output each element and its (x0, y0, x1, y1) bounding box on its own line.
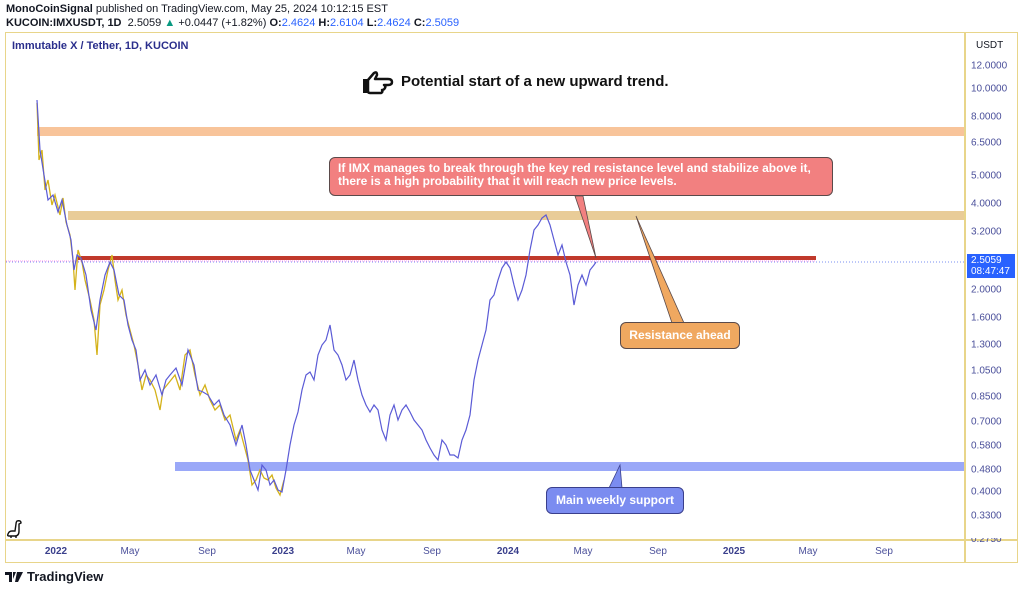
support-callout[interactable]: Main weekly support (546, 487, 684, 514)
low-value: 2.4624 (377, 17, 411, 29)
open-value: 2.4624 (281, 17, 316, 29)
time-tick: 2022 (44, 546, 68, 557)
tradingview-logo-icon (5, 571, 23, 582)
current-price-badge: 2.5059 08:47:47 (967, 254, 1015, 278)
chart-symbol-title: Immutable X / Tether, 1D, KUCOIN (12, 40, 189, 52)
price-tick: 3.2000 (971, 226, 1002, 238)
publish-info: MonoCoinSignal published on TradingView.… (6, 3, 388, 15)
tradingview-logo[interactable]: TradingView (5, 569, 103, 584)
resistance-ahead-text: Resistance ahead (629, 328, 731, 342)
price-tick: 8.0000 (971, 111, 1002, 123)
high-value: 2.6104 (330, 17, 364, 29)
price-tick: 0.8500 (971, 391, 1002, 403)
price-axis-divider (964, 33, 966, 562)
price-tick: 1.6000 (971, 312, 1002, 324)
dino-icon[interactable] (6, 519, 24, 539)
close-label: C: (413, 17, 426, 29)
price-tick: 1.0500 (971, 365, 1002, 377)
time-tick: Sep (875, 546, 893, 557)
resistance-note-callout[interactable]: If IMX manages to break through the key … (329, 157, 833, 196)
chart-svg (6, 99, 964, 497)
price-tick: 0.4800 (971, 464, 1002, 476)
up-arrow-icon: ▲ (164, 17, 176, 29)
last-price: 2.5059 (127, 17, 162, 29)
support-zone[interactable] (175, 462, 964, 471)
ohlc-bar: KUCOIN:IMXUSDT, 1D 2.5059 ▲ +0.0447 (+1.… (6, 17, 459, 29)
publish-date: published on TradingView.com, May 25, 20… (95, 3, 388, 15)
time-tick: Sep (649, 546, 667, 557)
mid-resistance-zone[interactable] (68, 211, 964, 220)
chart-frame (5, 32, 1018, 563)
author-name[interactable]: MonoCoinSignal (6, 3, 93, 15)
upper-resistance-zone[interactable] (37, 127, 964, 136)
open-label: O: (269, 17, 282, 29)
time-tick: May (798, 546, 818, 557)
time-axis-divider (6, 539, 1017, 541)
price-tick: 4.0000 (971, 198, 1002, 210)
price-line-up (36, 99, 597, 493)
chart-plot-area[interactable] (6, 33, 964, 539)
tradingview-brand: TradingView (27, 569, 104, 584)
support-text: Main weekly support (555, 493, 675, 507)
time-tick: May (573, 546, 593, 557)
price-tick: 0.4000 (971, 486, 1002, 498)
price-tick: 2.0000 (971, 284, 1002, 296)
resistance-ahead-callout[interactable]: Resistance ahead (620, 322, 740, 349)
price-tick: 5.0000 (971, 170, 1002, 182)
price-tick: 0.2750 (971, 538, 1002, 544)
symbol-label: KUCOIN:IMXUSDT, 1D (6, 17, 122, 29)
red-resistance-line[interactable] (78, 256, 816, 260)
price-line-down (36, 102, 285, 497)
headline-note: Potential start of a new upward trend. (401, 73, 669, 90)
time-tick: Sep (198, 546, 216, 557)
time-tick: 2023 (271, 546, 295, 557)
low-label: L: (366, 17, 378, 29)
high-label: H: (318, 17, 331, 29)
price-tick: 1.3000 (971, 339, 1002, 351)
resistance-note-pointer (574, 195, 597, 259)
price-change: +0.0447 (+1.82%) (178, 17, 267, 29)
price-tick: 0.5800 (971, 440, 1002, 452)
price-unit[interactable]: USDT (976, 40, 1004, 51)
price-tick: 10.0000 (971, 83, 1008, 95)
current-price-value: 2.5059 (971, 255, 1002, 266)
time-tick: May (346, 546, 366, 557)
time-tick: Sep (423, 546, 441, 557)
resistance-note-text: If IMX manages to break through the key … (338, 161, 811, 188)
price-tick: 6.5000 (971, 137, 1002, 149)
bar-countdown: 08:47:47 (971, 266, 1010, 277)
pointing-hand-icon (360, 70, 394, 98)
resistance-ahead-pointer (635, 215, 685, 324)
close-value: 2.5059 (425, 17, 460, 29)
time-tick: 2025 (722, 546, 746, 557)
price-tick: 0.3300 (971, 510, 1002, 522)
price-tick: 12.0000 (971, 60, 1008, 72)
time-tick: 2024 (496, 546, 520, 557)
price-tick: 0.7000 (971, 416, 1002, 428)
time-tick: May (120, 546, 140, 557)
